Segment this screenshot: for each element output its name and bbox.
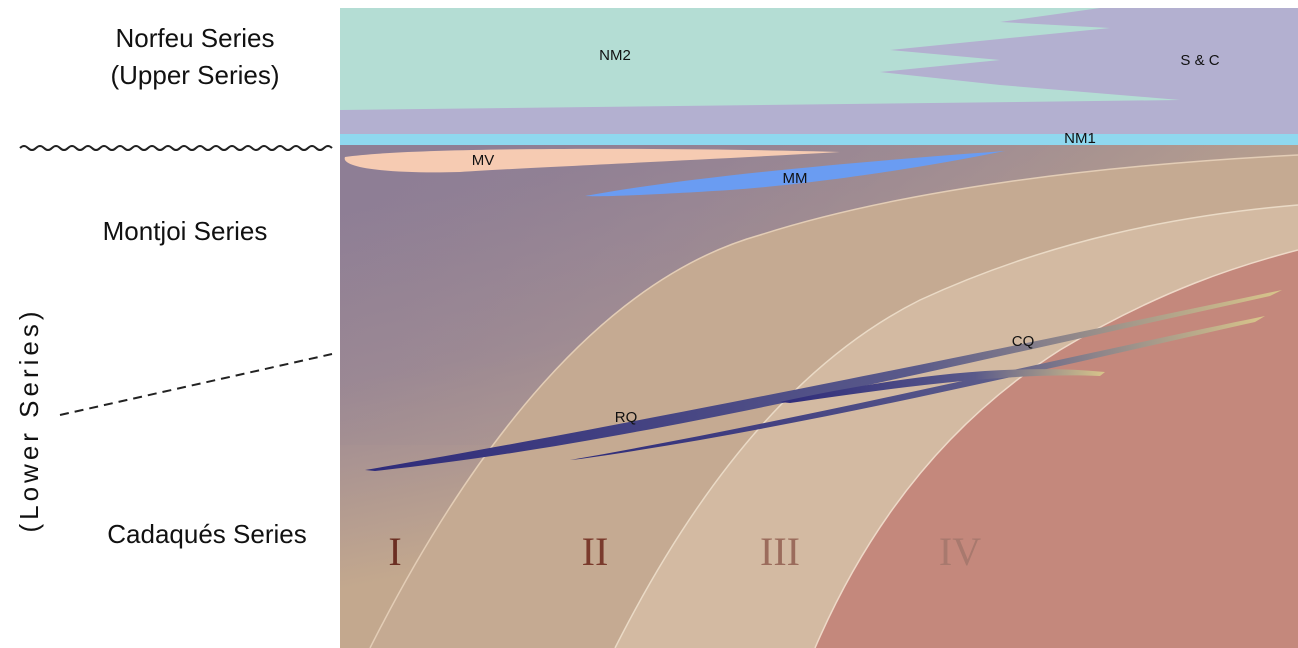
unit-label: NM1 [1064,130,1096,147]
unit-label: MM [783,170,808,187]
unit-label: S & C [1180,52,1219,69]
zone-label: II [582,529,609,574]
unit-label: NM2 [599,47,631,64]
cross-section [340,8,1298,648]
series-label: (Upper Series) [110,60,279,90]
geology-diagram: Norfeu Series (Upper Series) Montjoi Ser… [0,0,1298,648]
zone-label: I [388,529,401,574]
series-label: Cadaqués Series [107,519,306,549]
boundary-dashed [60,354,332,415]
nm1-band [340,134,1298,145]
zone-label: IV [939,529,981,574]
unit-label: MV [472,152,495,169]
unit-label: CQ [1012,333,1035,350]
zone-label: III [760,529,800,574]
series-label: (Lower Series) [14,307,44,532]
series-label: Montjoi Series [103,216,268,246]
series-label: Norfeu Series [116,23,275,53]
unit-label: RQ [615,409,638,426]
unconformity [20,146,332,150]
